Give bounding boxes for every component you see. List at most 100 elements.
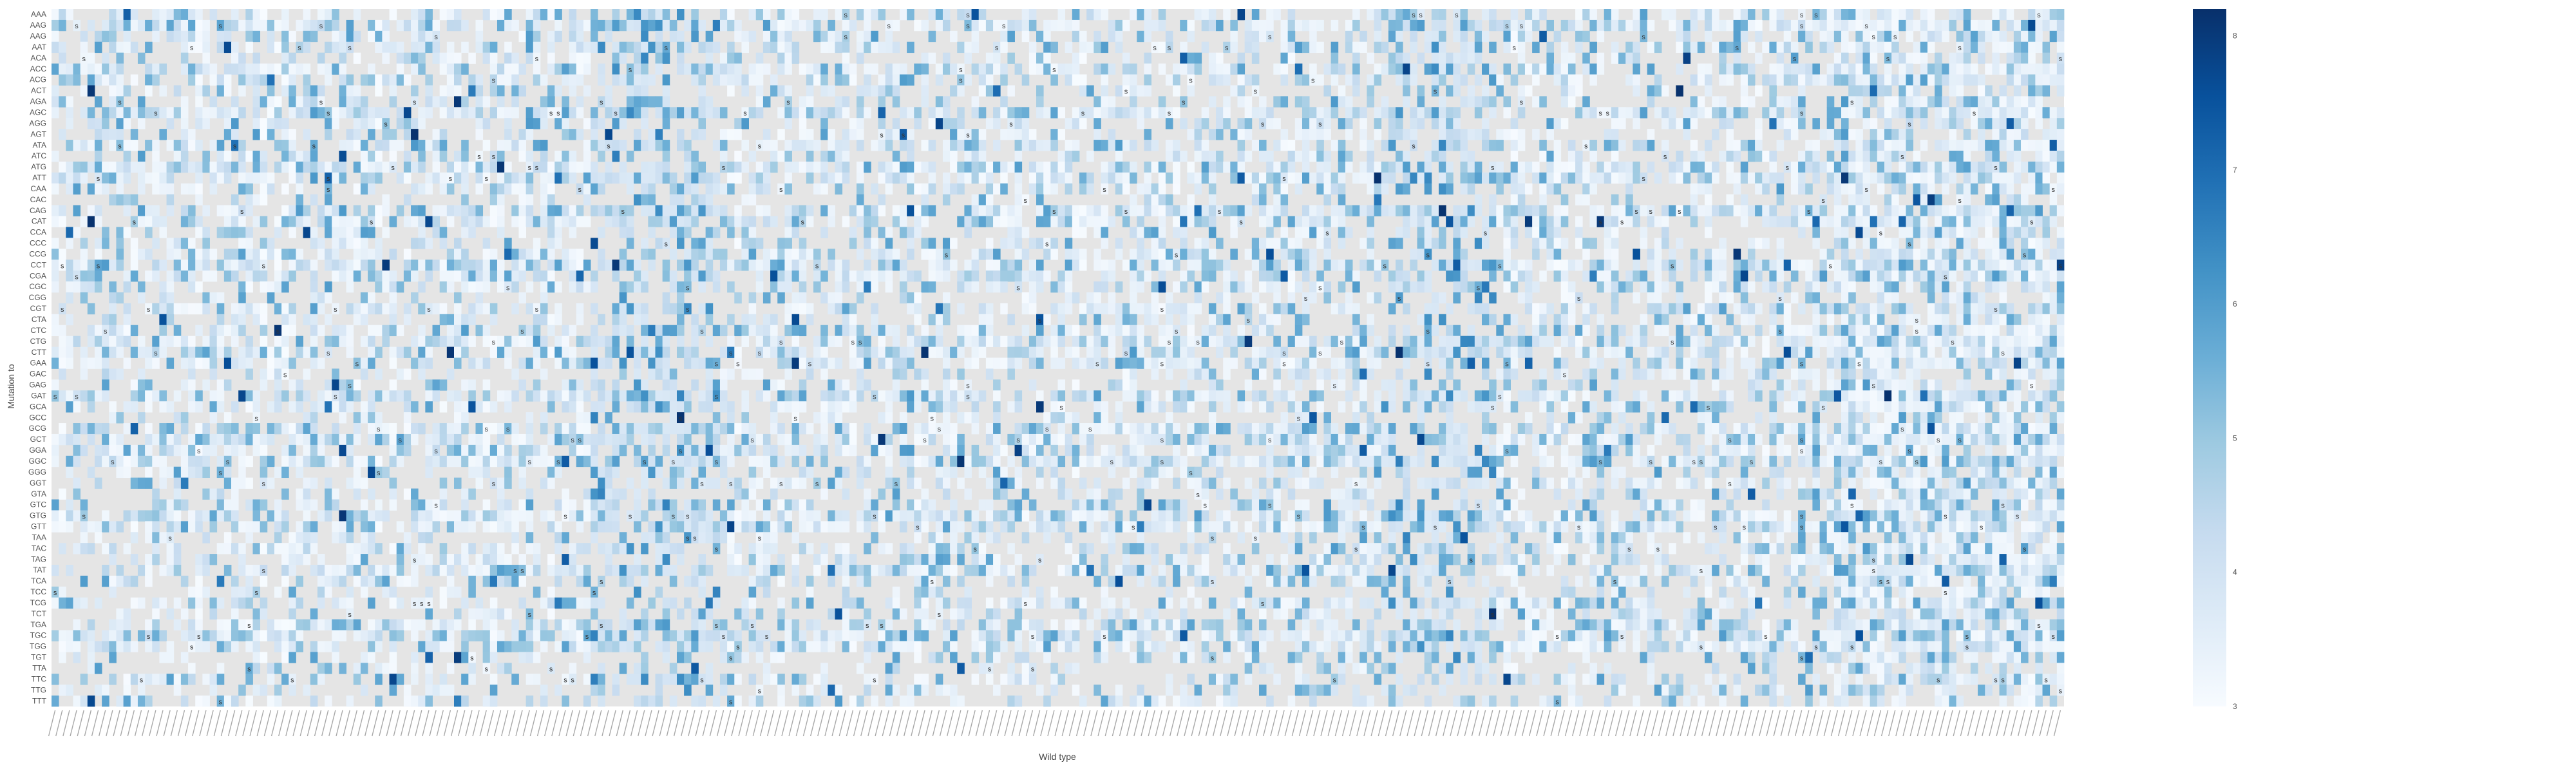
heatmap-cell (497, 19, 505, 32)
heatmap-cell (634, 107, 641, 118)
heatmap-cell (116, 9, 124, 21)
heatmap-cell (748, 260, 757, 271)
heatmap-cell (569, 260, 577, 271)
heatmap-cell (1223, 325, 1231, 337)
heatmap-cell (928, 9, 936, 21)
heatmap-cell (2049, 30, 2058, 43)
heatmap-cell (1812, 216, 1820, 227)
heatmap-cell (102, 172, 109, 184)
heatmap-cell (1057, 161, 1066, 173)
heatmap-cell (52, 260, 59, 271)
heatmap-cell (1690, 216, 1698, 227)
heatmap-cell (1992, 260, 2000, 271)
heatmap-cell (454, 314, 462, 326)
heatmap-cell (1266, 260, 1274, 271)
heatmap-cell (1230, 281, 1238, 293)
heatmap-cell (878, 227, 886, 238)
heatmap-cell (2042, 74, 2050, 86)
heatmap-cell (957, 325, 965, 337)
heatmap-cell (511, 270, 519, 282)
heatmap-cell (1244, 41, 1253, 53)
heatmap-cell (1043, 216, 1051, 227)
heatmap-cell (712, 172, 721, 184)
heatmap-cell (1130, 281, 1137, 293)
heatmap-cell (806, 140, 814, 151)
heatmap-cell (1094, 118, 1101, 129)
heatmap-cell (957, 85, 965, 97)
heatmap-cell (454, 96, 462, 108)
heatmap-cell (1273, 205, 1281, 216)
heatmap-cell (1446, 216, 1454, 227)
heatmap-cell (2006, 96, 2014, 108)
heatmap-cell (1783, 30, 1792, 43)
heatmap-cell (1381, 161, 1389, 173)
heatmap-cell (389, 325, 397, 337)
heatmap-cell (511, 260, 519, 271)
heatmap-cell (1028, 260, 1037, 271)
heatmap-cell (1963, 52, 1971, 64)
heatmap-cell (634, 74, 641, 86)
heatmap-cell (238, 314, 246, 326)
heatmap-cell (562, 216, 569, 227)
heatmap-cell (921, 85, 929, 97)
heatmap-cell (1309, 107, 1317, 118)
heatmap-cell (1970, 74, 1978, 86)
heatmap-cell (1173, 63, 1180, 75)
heatmap-cell (59, 63, 66, 75)
heatmap-cell (669, 270, 677, 282)
heatmap-cell (1640, 107, 1648, 118)
heatmap-cell (727, 74, 735, 86)
heatmap-cell (1978, 52, 1985, 64)
heatmap-cell (684, 281, 692, 293)
heatmap-cell (1481, 216, 1490, 227)
heatmap-cell (310, 85, 318, 97)
heatmap-cell (195, 260, 203, 271)
heatmap-cell (1194, 140, 1202, 151)
heatmap-cell (1862, 205, 1871, 216)
heatmap-cell (1546, 19, 1554, 32)
heatmap-cell (1560, 52, 1569, 64)
heatmap-cell (1460, 172, 1468, 184)
heatmap-cell (892, 118, 900, 129)
heatmap-cell (1567, 292, 1576, 304)
heatmap-cell (1884, 270, 1892, 282)
heatmap-cell (1884, 292, 1892, 304)
heatmap-cell (1388, 270, 1396, 282)
heatmap-cell (411, 118, 419, 129)
heatmap-cell (1043, 270, 1051, 282)
heatmap-cell (281, 129, 289, 140)
heatmap-cell (554, 9, 562, 21)
heatmap-cell (985, 281, 994, 293)
heatmap-cell (411, 19, 419, 32)
heatmap-cell (102, 227, 109, 238)
heatmap-cell (389, 314, 397, 326)
heatmap-cell (1870, 63, 1878, 75)
heatmap-cell (1014, 172, 1023, 184)
heatmap-cell (1798, 96, 1806, 108)
heatmap-cell (612, 63, 620, 75)
heatmap-cell (1352, 74, 1360, 86)
heatmap-cell (1560, 216, 1569, 227)
heatmap-cell (1338, 140, 1346, 151)
heatmap-cell (1481, 129, 1490, 140)
heatmap-cell (2028, 52, 2036, 64)
heatmap-cell (267, 85, 275, 97)
heatmap-cell (339, 85, 346, 97)
heatmap-cell (1927, 314, 1935, 326)
heatmap-cell (1891, 194, 1899, 205)
heatmap-cell (1783, 303, 1792, 315)
heatmap-cell (1374, 9, 1382, 21)
heatmap-cell (1065, 281, 1073, 293)
heatmap-cell (1496, 161, 1504, 173)
heatmap-cell (1567, 85, 1576, 97)
heatmap-cell (1891, 216, 1899, 227)
heatmap-cell (145, 227, 153, 238)
heatmap-cell (1798, 216, 1806, 227)
heatmap-cell (396, 52, 404, 64)
heatmap-cell (1790, 260, 1799, 271)
heatmap-cell (1798, 63, 1806, 75)
heatmap-cell (446, 183, 455, 195)
heatmap-cell (971, 216, 980, 227)
heatmap-cell (1165, 325, 1173, 337)
heatmap-cell (698, 118, 706, 129)
